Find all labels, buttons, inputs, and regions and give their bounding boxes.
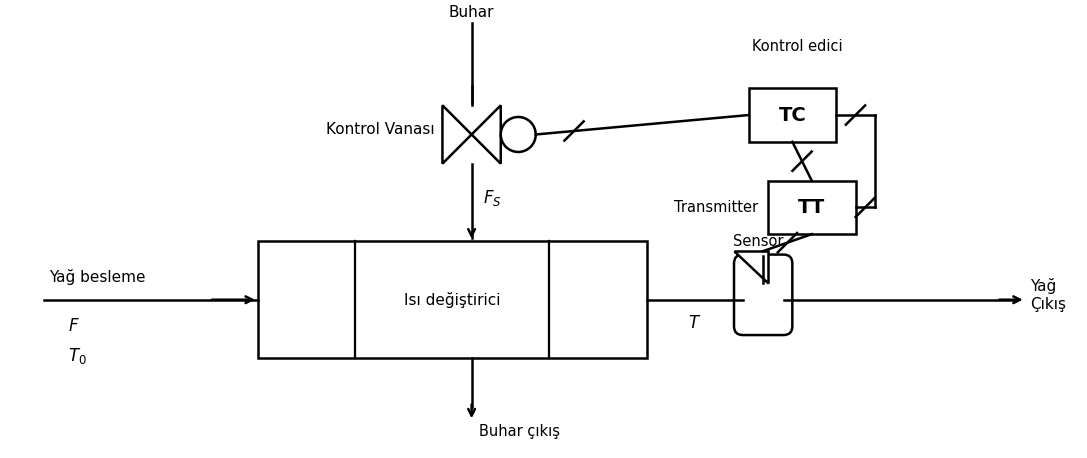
Polygon shape	[442, 105, 472, 164]
Text: Buhar çıkış: Buhar çıkış	[479, 424, 561, 439]
Text: TC: TC	[778, 105, 807, 125]
Text: Yağ besleme: Yağ besleme	[49, 269, 146, 285]
Text: $F_S$: $F_S$	[484, 188, 502, 207]
Text: $F$: $F$	[68, 317, 80, 335]
Text: $T_0$: $T_0$	[68, 346, 87, 366]
Text: Isı değiştirici: Isı değiştirici	[404, 292, 500, 308]
FancyBboxPatch shape	[734, 255, 792, 335]
Text: Kontrol edici: Kontrol edici	[752, 39, 842, 55]
Polygon shape	[734, 251, 767, 283]
Text: Kontrol Vanası: Kontrol Vanası	[326, 122, 435, 137]
Bar	[749, 88, 836, 142]
Bar	[258, 241, 647, 358]
Circle shape	[501, 117, 536, 152]
Text: Transmitter: Transmitter	[674, 200, 759, 215]
Bar	[769, 180, 855, 234]
Text: TT: TT	[798, 198, 825, 217]
Text: Buhar: Buhar	[449, 5, 495, 20]
Text: Yağ
Çıkış: Yağ Çıkış	[1030, 278, 1066, 311]
Text: $T$: $T$	[688, 314, 701, 333]
Polygon shape	[472, 105, 501, 164]
Text: Sensör: Sensör	[733, 234, 784, 249]
